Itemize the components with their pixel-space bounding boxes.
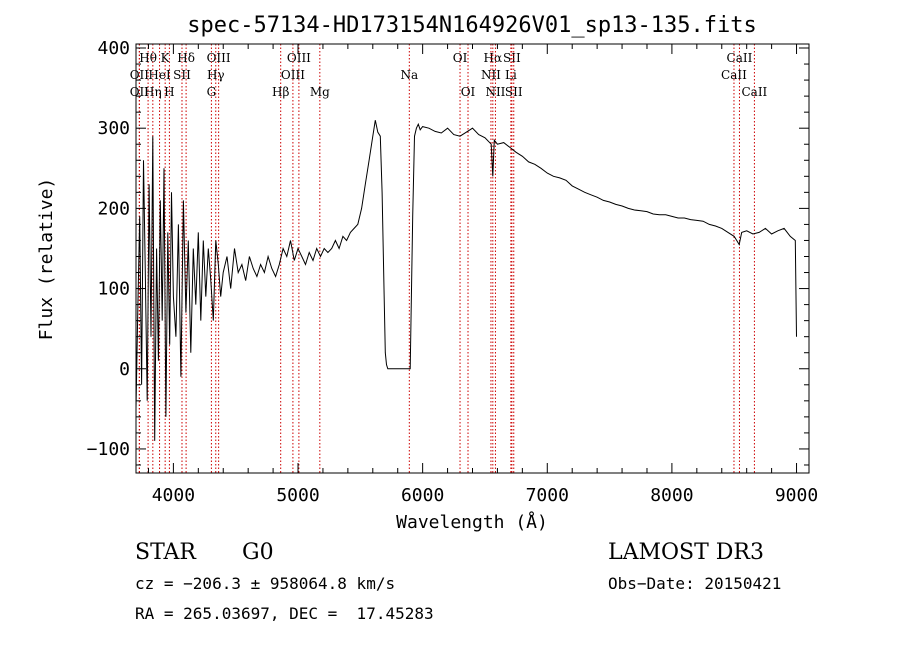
marker-label: Hα (484, 51, 503, 65)
marker-label: OII (130, 85, 150, 99)
y-tick-label: 300 (97, 118, 130, 139)
y-axis-ticks: −100 0 100 200 300 400 (87, 38, 809, 466)
marker-label: NII (485, 85, 505, 99)
subclass: G0 (242, 540, 274, 565)
plot-frame (135, 43, 810, 474)
chart-title: spec-57134-HD173154N164926V01_sp13-135.f… (187, 13, 757, 38)
marker-label: CaII (741, 85, 767, 99)
marker-label: Hβ (272, 85, 289, 99)
marker-label: Mg (310, 85, 330, 99)
marker-label: CaII (727, 51, 753, 65)
x-tick-label: 7000 (526, 485, 569, 506)
marker-label: OII (130, 68, 150, 82)
x-axis-ticks: 4000 5000 6000 7000 8000 9000 (147, 44, 818, 506)
marker-label: G (207, 85, 217, 99)
marker-label: SII (173, 68, 191, 82)
x-tick-label: 9000 (775, 485, 818, 506)
marker-label: OIII (287, 51, 311, 65)
marker-label: OIII (281, 68, 305, 82)
x-axis-label: Wavelength (Å) (396, 511, 548, 533)
x-tick-label: 6000 (401, 485, 444, 506)
marker-label: SII (503, 51, 521, 65)
marker-label: Hη (144, 85, 162, 99)
x-tick-label: 5000 (276, 485, 319, 506)
redshift-line: cz = −206.3 ± 958064.8 km/s (135, 574, 396, 593)
marker-label: Li (505, 68, 517, 82)
marker-label: HeI (148, 68, 171, 82)
y-axis-label: Flux (relative) (36, 178, 57, 341)
marker-label: OI (461, 85, 476, 99)
x-tick-label: 4000 (152, 485, 195, 506)
marker-label: Na (400, 68, 418, 82)
marker-label: H (164, 85, 174, 99)
x-tick-label: 8000 (650, 485, 693, 506)
obs-date: Obs−Date: 20150421 (608, 574, 782, 593)
survey-name: LAMOST DR3 (608, 540, 764, 565)
marker-label: Hδ (177, 51, 195, 65)
coordinates: RA = 265.03697, DEC = 17.45283 (135, 604, 434, 623)
y-tick-label: −100 (87, 439, 130, 460)
y-tick-label: 200 (97, 198, 130, 219)
marker-label: NII (481, 68, 501, 82)
object-type: STAR (135, 540, 196, 565)
marker-label: K (161, 51, 171, 65)
marker-label: OIII (207, 51, 231, 65)
marker-label: OI (453, 51, 468, 65)
y-tick-label: 100 (97, 279, 130, 300)
marker-label: Hθ (139, 51, 157, 65)
y-tick-label: 400 (97, 38, 130, 59)
y-tick-label: 0 (119, 359, 130, 380)
marker-label: CaII (721, 68, 747, 82)
emission-line-markers: Hθ OII OII K HeI Hη Hδ SII H OIII Hγ G OIII OIII Hβ Mg N… (130, 44, 768, 473)
marker-label: SII (505, 85, 523, 99)
marker-label: Hγ (207, 68, 225, 82)
spectrum-line (135, 120, 797, 441)
